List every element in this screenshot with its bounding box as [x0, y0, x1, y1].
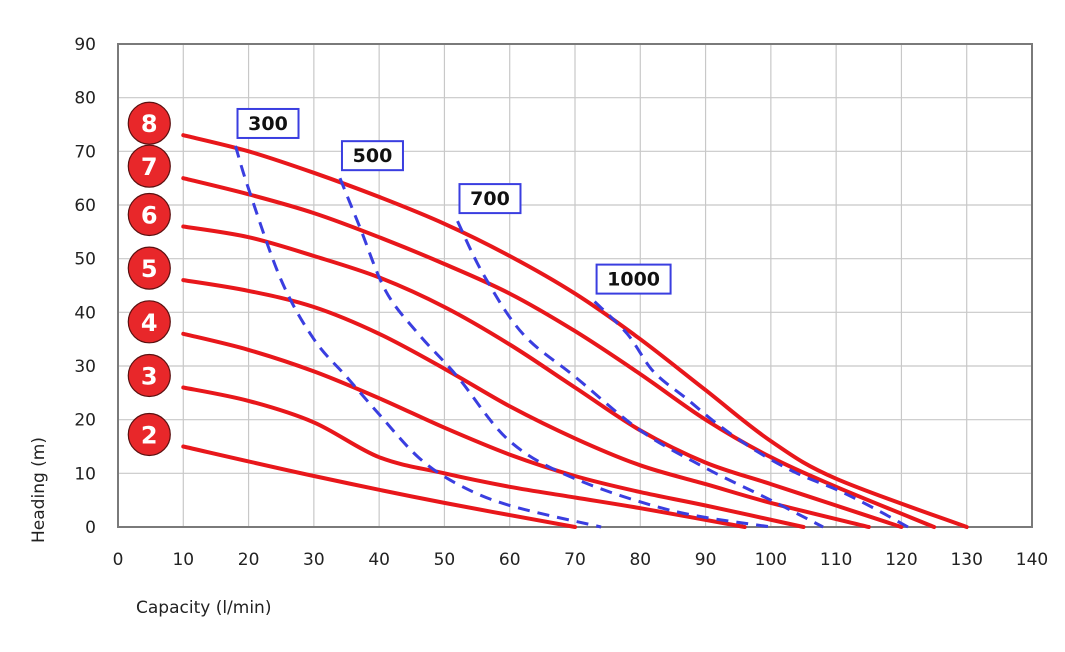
power-label-text: 700 — [470, 188, 510, 210]
stage-curve-7 — [181, 176, 937, 529]
power-label-text: 1000 — [607, 269, 660, 291]
stage-badge-label: 3 — [141, 362, 158, 390]
y-axis-label: Heading (m) — [29, 437, 49, 543]
x-tick-label: 60 — [499, 550, 521, 570]
y-tick-label: 20 — [74, 411, 96, 431]
stage-badge-label: 8 — [141, 110, 158, 138]
y-tick-label: 80 — [74, 89, 96, 109]
y-tick-label: 30 — [74, 357, 96, 377]
x-tick-label: 40 — [368, 550, 390, 570]
x-tick-label: 110 — [820, 550, 852, 570]
power-labels: 300 500 700 1000 — [236, 107, 672, 295]
stage-badge-2: 2 — [127, 412, 171, 457]
x-tick-labels: 0 10 20 30 40 50 60 70 80 90 100 110 120 130 140 — [113, 550, 1049, 570]
y-tick-label: 10 — [74, 464, 96, 484]
stage-badge-label: 7 — [141, 153, 158, 181]
x-tick-label: 70 — [564, 550, 586, 570]
x-tick-label: 0 — [113, 550, 124, 570]
power-label-text: 300 — [248, 113, 288, 135]
y-tick-label: 70 — [74, 142, 96, 162]
x-tick-label: 130 — [950, 550, 982, 570]
stage-curve-5 — [181, 278, 871, 529]
stage-badge-label: 2 — [141, 422, 158, 450]
power-label-500: 500 — [340, 140, 404, 172]
stage-badge-3: 3 — [127, 353, 171, 398]
stage-curve-3 — [181, 385, 747, 529]
x-tick-label: 120 — [885, 550, 917, 570]
stage-badge-label: 6 — [141, 201, 158, 229]
stage-badge-4: 4 — [127, 300, 171, 344]
stage-badge-7: 7 — [127, 144, 171, 188]
power-label-700: 700 — [458, 183, 522, 215]
x-axis-label: Capacity (l/min) — [136, 598, 271, 618]
x-tick-label: 140 — [1016, 550, 1048, 570]
power-curve-1000 — [593, 300, 909, 529]
stage-badge-label: 5 — [141, 255, 158, 283]
y-tick-label: 90 — [74, 35, 96, 55]
stage-badge-label: 4 — [141, 309, 158, 337]
power-curve-500 — [338, 177, 772, 529]
x-tick-label: 90 — [695, 550, 717, 570]
x-tick-label: 20 — [238, 550, 260, 570]
y-tick-label: 0 — [85, 518, 96, 538]
stage-badges: 2 3 4 5 6 7 8 — [127, 101, 171, 457]
power-label-300: 300 — [236, 107, 300, 139]
stage-curve-4 — [181, 331, 806, 529]
x-tick-label: 10 — [172, 550, 194, 570]
stage-badge-5: 5 — [127, 246, 171, 290]
y-tick-label: 60 — [74, 196, 96, 216]
x-tick-label: 100 — [755, 550, 787, 570]
power-label-text: 500 — [353, 145, 393, 167]
power-curve-300 — [234, 145, 602, 529]
power-curves — [234, 145, 909, 529]
stage-curve-2 — [181, 444, 577, 529]
x-tick-label: 50 — [434, 550, 456, 570]
stage-badge-8: 8 — [127, 101, 171, 145]
stage-badge-6: 6 — [127, 192, 171, 237]
x-tick-label: 80 — [629, 550, 651, 570]
stage-curve-8 — [181, 133, 969, 529]
y-tick-label: 50 — [74, 250, 96, 270]
stage-curve-6 — [181, 224, 904, 529]
y-tick-labels: 0 10 20 30 40 50 60 70 80 90 — [74, 35, 96, 538]
y-tick-label: 40 — [74, 303, 96, 323]
power-label-1000: 1000 — [595, 263, 672, 295]
power-curve-700 — [456, 220, 824, 529]
stage-curves — [181, 133, 969, 529]
x-tick-label: 30 — [303, 550, 325, 570]
